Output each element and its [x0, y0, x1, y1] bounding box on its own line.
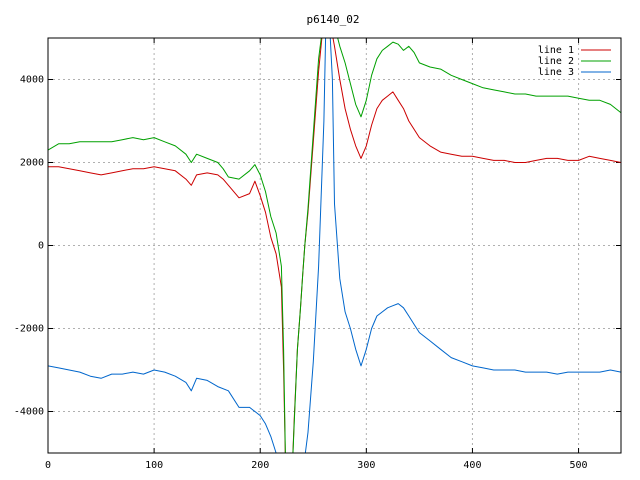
series-line-3 [48, 38, 621, 453]
x-tick-label: 0 [45, 460, 51, 471]
x-tick-label: 500 [570, 460, 588, 471]
plot-frame [47, 37, 622, 454]
legend-label-1: line 1 [538, 45, 574, 56]
y-tick-label: -4000 [14, 407, 44, 418]
series-lines [48, 38, 621, 453]
x-tick-label: 300 [357, 460, 375, 471]
y-tick-label: 2000 [20, 158, 44, 169]
grid [48, 38, 621, 453]
axis-ticks: 0 100 200 300 400 500 -4000 -2000 0 2000 4000 [14, 38, 621, 471]
chart-title: p6140_02 [307, 13, 360, 26]
y-tick-label: 0 [38, 241, 44, 252]
x-tick-label: 100 [145, 460, 163, 471]
y-tick-label: -2000 [14, 324, 44, 335]
x-tick-label: 200 [251, 460, 269, 471]
x-tick-label: 400 [463, 460, 481, 471]
series-line-2 [48, 38, 621, 453]
legend-label-2: line 2 [538, 56, 574, 67]
y-tick-label: 4000 [20, 75, 44, 86]
legend-label-3: line 3 [538, 67, 574, 78]
